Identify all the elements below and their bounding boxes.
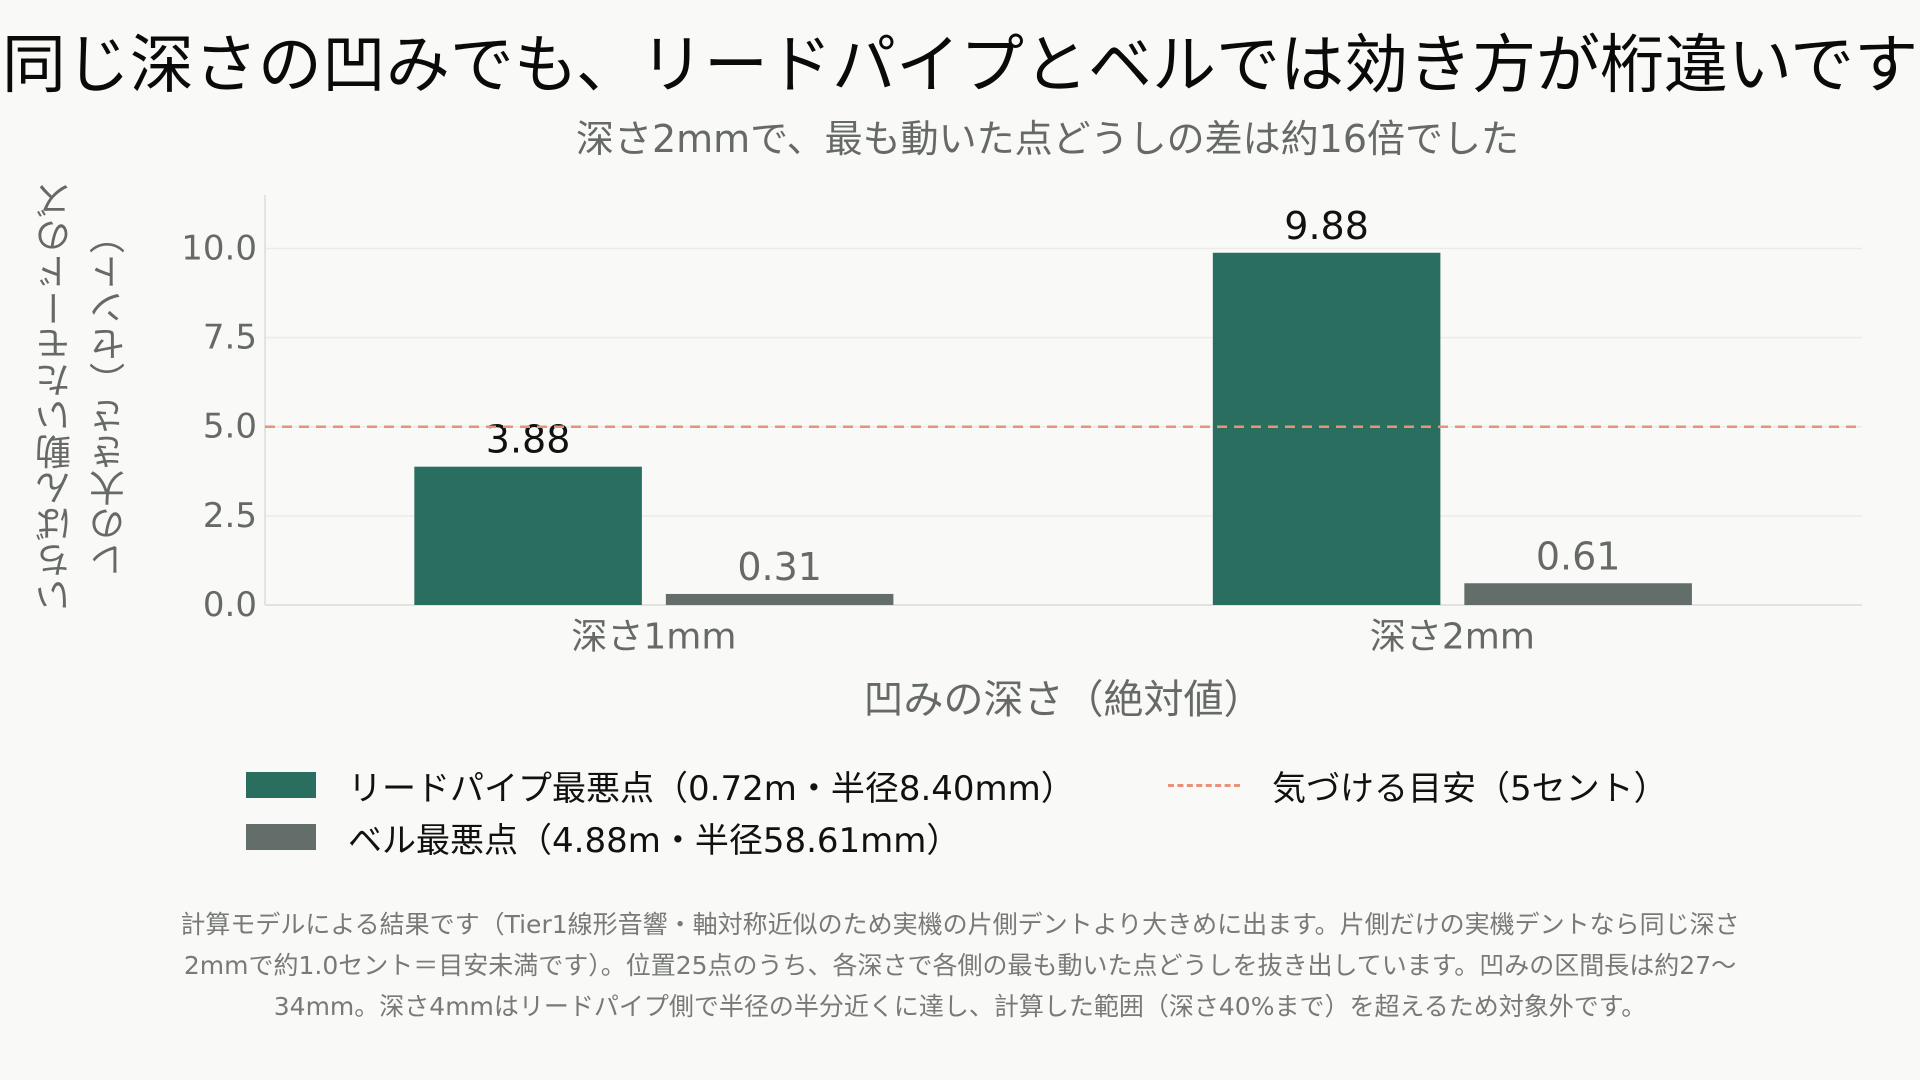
legend: リードパイプ最悪点（0.72m・半径8.40mm） ベル最悪点（4.88m・半径… [230,760,1730,870]
chart-subtitle: 深さ2mmで、最も動いた点どうしの差は約16倍でした [575,117,1520,161]
data-label: 3.88 [486,418,571,462]
chart-title: 同じ深さの凹みでも、リードパイプとベルでは効き方が桁違いです [1,29,1919,103]
y-tick-label: 0.0 [203,585,257,625]
y-tick-label: 10.0 [181,228,257,268]
bar-leadpipe [414,466,642,605]
x-axis-label: 凹みの深さ（絶対値） [864,677,1264,723]
y-tick-label: 2.5 [203,496,257,536]
legend-dash-threshold [1168,783,1240,787]
data-label: 9.88 [1284,204,1369,248]
legend-item-threshold: 気づける目安（5セント） [1168,760,1668,810]
legend-item-leadpipe: リードパイプ最悪点（0.72m・半径8.40mm） [246,760,1075,810]
data-label: 0.61 [1536,534,1621,578]
bar-bell [665,593,894,605]
legend-swatch-leadpipe [246,772,316,798]
legend-label-bell: ベル最悪点（4.88m・半径58.61mm） [348,820,961,861]
bar-leadpipe [1212,252,1441,605]
footnote: 計算モデルによる結果です（Tier1線形音響・軸対称近似のため実機の片側デントよ… [180,910,1740,1021]
y-tick-label: 7.5 [203,318,257,358]
data-label: 0.31 [737,545,822,589]
legend-item-bell: ベル最悪点（4.88m・半径58.61mm） [246,812,960,862]
x-tick-label: 深さ2mm [1370,617,1535,658]
x-tick-label: 深さ1mm [571,617,736,658]
y-tick-label: 5.0 [203,407,257,447]
legend-label-leadpipe: リードパイプ最悪点（0.72m・半径8.40mm） [348,768,1075,809]
bar-bell [1464,583,1692,605]
legend-swatch-bell [246,824,316,850]
legend-label-threshold: 気づける目安（5セント） [1272,768,1668,809]
